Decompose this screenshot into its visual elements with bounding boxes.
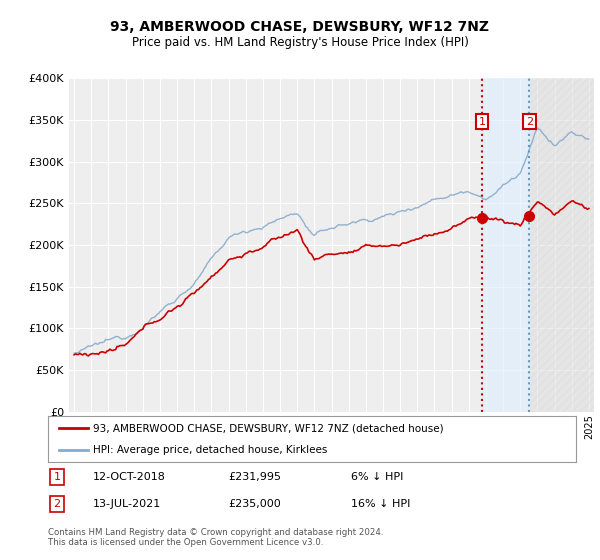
Text: 12-OCT-2018: 12-OCT-2018 <box>93 472 166 482</box>
Text: 2: 2 <box>526 116 533 127</box>
Text: 6% ↓ HPI: 6% ↓ HPI <box>351 472 403 482</box>
Text: £231,995: £231,995 <box>228 472 281 482</box>
Bar <box>482 78 529 412</box>
Bar <box>529 78 594 412</box>
Text: Contains HM Land Registry data © Crown copyright and database right 2024.
This d: Contains HM Land Registry data © Crown c… <box>48 528 383 547</box>
Text: £235,000: £235,000 <box>228 499 281 509</box>
Text: 93, AMBERWOOD CHASE, DEWSBURY, WF12 7NZ (detached house): 93, AMBERWOOD CHASE, DEWSBURY, WF12 7NZ … <box>93 423 443 433</box>
Text: Price paid vs. HM Land Registry's House Price Index (HPI): Price paid vs. HM Land Registry's House … <box>131 36 469 49</box>
Text: HPI: Average price, detached house, Kirklees: HPI: Average price, detached house, Kirk… <box>93 445 327 455</box>
Text: 16% ↓ HPI: 16% ↓ HPI <box>351 499 410 509</box>
Text: 13-JUL-2021: 13-JUL-2021 <box>93 499 161 509</box>
Text: 1: 1 <box>479 116 485 127</box>
Text: 2: 2 <box>53 499 61 509</box>
Text: 93, AMBERWOOD CHASE, DEWSBURY, WF12 7NZ: 93, AMBERWOOD CHASE, DEWSBURY, WF12 7NZ <box>110 20 490 34</box>
Text: 1: 1 <box>53 472 61 482</box>
